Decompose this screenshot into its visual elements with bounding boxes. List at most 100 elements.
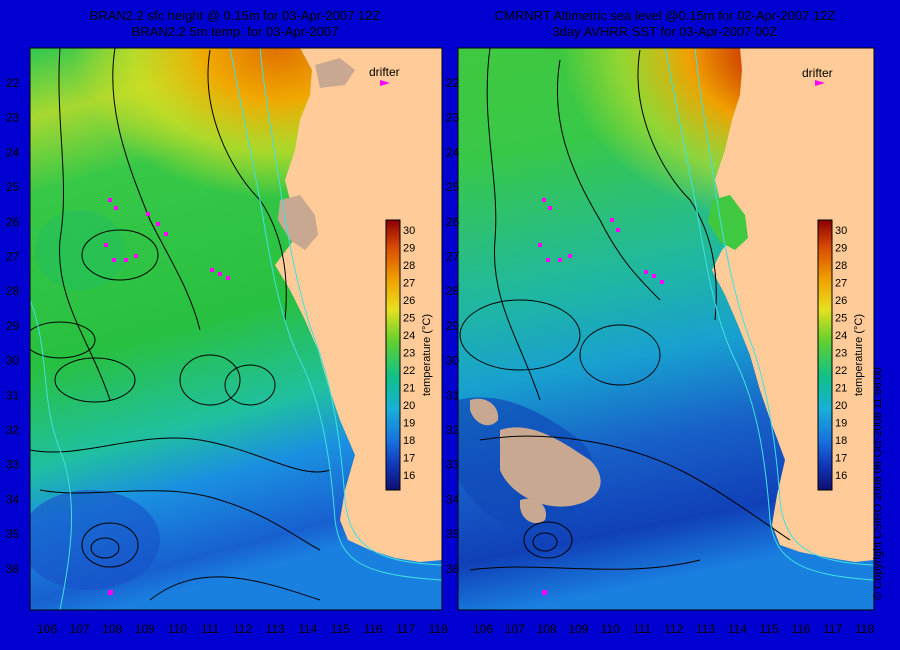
right-drifter-legend-icon (815, 80, 825, 86)
right-drifter-tracks (538, 198, 664, 595)
right-land (712, 48, 874, 562)
lon-tick-label: 116 (363, 622, 382, 636)
left-longitude-tick-labels: 106 107 108 109 110 111 112 113 114 115 116 117 118 (37, 622, 448, 636)
right-map (458, 48, 874, 610)
lat-tick-label: 24 (6, 145, 20, 159)
lon-tick-label: 111 (201, 622, 220, 636)
left-title-line1: BRAN2.2 sfc height @ 0.15m for 03-Apr-20… (89, 8, 381, 23)
lat-tick-label: 29 (6, 319, 20, 333)
lon-tick-label: 118 (429, 622, 448, 636)
left-bathymetry-contours (30, 48, 442, 610)
lon-tick-label: 111 (633, 622, 652, 636)
colorbar-tick-label: 21 (835, 383, 847, 395)
right-colorbar-label: temperature (°C) (853, 314, 865, 396)
colorbar-tick-label: 18 (835, 435, 847, 447)
lon-tick-label: 115 (760, 622, 779, 636)
colorbar-tick-label: 23 (403, 348, 415, 360)
left-colorbar-label: temperature (°C) (421, 314, 433, 396)
left-colorbar-scale (385, 219, 401, 491)
colorbar-tick-label: 21 (403, 383, 415, 395)
lat-tick-label: 30 (6, 354, 20, 368)
lat-tick-label: 24 (446, 145, 460, 159)
left-title-line2: BRAN2.2 5m temp. for 03-Apr-2007 (131, 24, 339, 39)
lon-tick-label: 113 (696, 622, 715, 636)
colorbar-tick-label: 27 (835, 278, 847, 290)
lon-tick-label: 112 (664, 622, 683, 636)
left-drifter-legend-icon (380, 80, 390, 86)
lat-tick-label: 33 (6, 458, 20, 472)
left-panel-title: BRAN2.2 sfc height @ 0.15m for 03-Apr-20… (30, 8, 440, 40)
colorbar-tick-label: 19 (403, 418, 415, 430)
left-colorbar: 30 29 28 27 26 25 24 23 22 21 20 19 18 17 16 temperatu… (385, 219, 433, 491)
lon-tick-label: 117 (396, 622, 415, 636)
colorbar-tick-label: 17 (835, 453, 847, 465)
lon-tick-label: 112 (233, 622, 252, 636)
left-drifter-tracks (104, 198, 230, 595)
colorbar-tick-label: 17 (403, 453, 415, 465)
colorbar-tick-label: 28 (403, 260, 415, 272)
colorbar-tick-label: 18 (403, 435, 415, 447)
lat-tick-label: 35 (6, 527, 20, 541)
right-title-line2: 3day AVHRR SST for 03-Apr-2007 00Z (552, 24, 778, 39)
lat-tick-label: 34 (446, 492, 460, 506)
lat-tick-label: 23 (446, 111, 460, 125)
lat-tick-label: 31 (6, 388, 20, 402)
lon-tick-label: 114 (298, 622, 317, 636)
colorbar-tick-label: 24 (835, 330, 847, 342)
lon-tick-label: 115 (331, 622, 350, 636)
lat-tick-label: 33 (446, 458, 460, 472)
left-cold-eddy (30, 490, 160, 590)
lat-tick-label: 27 (446, 250, 460, 264)
right-title-line1: CMRNRT Altimetric sea level @0.15m for 0… (494, 8, 836, 23)
lon-tick-label: 107 (70, 622, 90, 636)
lon-tick-label: 109 (135, 622, 155, 636)
lat-tick-label: 22 (446, 76, 460, 90)
lon-tick-label: 110 (168, 622, 187, 636)
lat-tick-label: 26 (446, 215, 460, 229)
lon-tick-label: 108 (537, 622, 557, 636)
lat-tick-label: 36 (446, 562, 460, 576)
right-colorbar-scale (817, 219, 833, 491)
lon-tick-label: 106 (37, 622, 57, 636)
lat-tick-label: 27 (6, 250, 20, 264)
lat-tick-label: 22 (6, 76, 20, 90)
lat-tick-label: 30 (446, 354, 460, 368)
colorbar-tick-label: 22 (835, 365, 847, 377)
colorbar-tick-label: 25 (403, 313, 415, 325)
lon-tick-label: 109 (568, 622, 588, 636)
colorbar-tick-label: 23 (835, 348, 847, 360)
colorbar-tick-label: 22 (403, 365, 415, 377)
colorbar-tick-label: 28 (835, 260, 847, 272)
lat-tick-label: 36 (6, 562, 20, 576)
colorbar-tick-label: 29 (835, 243, 847, 255)
right-cloud-mask (470, 398, 601, 524)
lat-tick-label: 32 (6, 423, 20, 437)
lat-tick-label: 34 (6, 492, 20, 506)
colorbar-tick-label: 25 (835, 313, 847, 325)
left-colorbar-ticks: 30 29 28 27 26 25 24 23 22 21 20 19 18 17 16 (403, 225, 415, 482)
lat-tick-label: 29 (446, 319, 460, 333)
colorbar-tick-label: 30 (403, 225, 415, 237)
lat-tick-label: 32 (446, 423, 460, 437)
lon-tick-label: 107 (505, 622, 525, 636)
right-colorbar: 30 29 28 27 26 25 24 23 22 21 20 19 18 17 16 temperatu… (817, 219, 865, 491)
right-bathymetry-contours (664, 48, 874, 581)
right-panel-title: CMRNRT Altimetric sea level @0.15m for 0… (460, 8, 870, 40)
colorbar-tick-label: 20 (403, 400, 415, 412)
lon-tick-label: 114 (728, 622, 747, 636)
colorbar-tick-label: 29 (403, 243, 415, 255)
colorbar-tick-label: 19 (835, 418, 847, 430)
colorbar-tick-label: 27 (403, 278, 415, 290)
lat-tick-label: 31 (446, 388, 460, 402)
lon-tick-label: 106 (473, 622, 493, 636)
lon-tick-label: 118 (855, 622, 874, 636)
colorbar-tick-label: 26 (403, 295, 415, 307)
lat-tick-label: 28 (6, 284, 20, 298)
left-map (30, 48, 442, 610)
latitude-tick-labels: 22 22 23 23 24 24 25 25 26 26 27 27 28 28 29 29 30 30 31 31… (6, 76, 460, 576)
lat-tick-label: 28 (446, 284, 460, 298)
lat-tick-label: 35 (446, 527, 460, 541)
lon-tick-label: 117 (823, 622, 842, 636)
lat-tick-label: 23 (6, 111, 20, 125)
